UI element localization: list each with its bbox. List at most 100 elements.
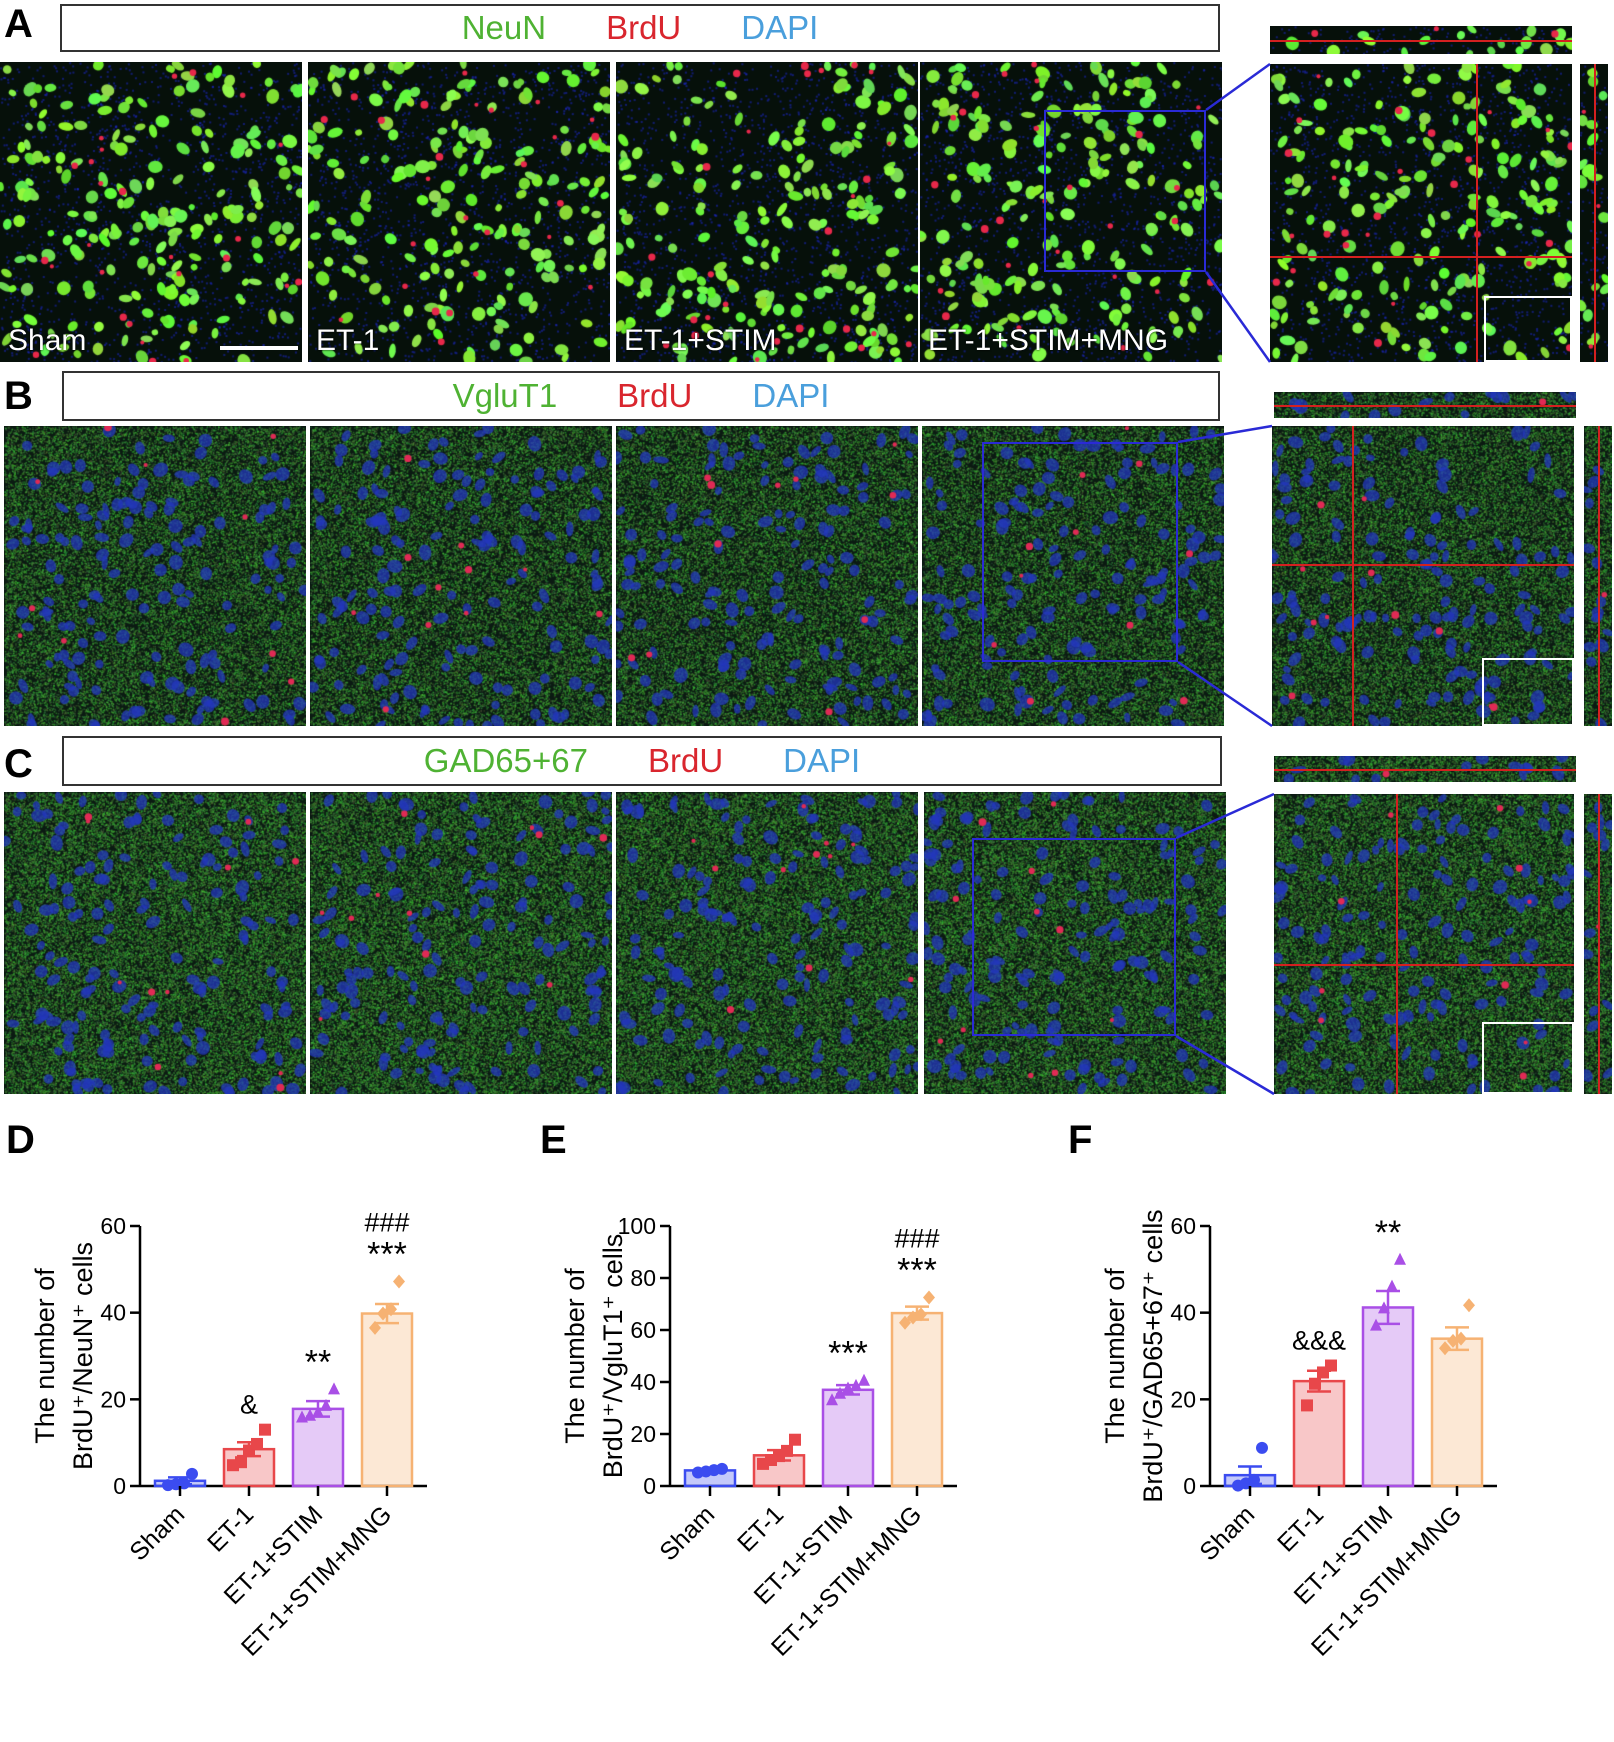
significance-label: *** xyxy=(367,1235,407,1273)
micrograph-texture xyxy=(4,792,306,1094)
x-tick-label: Sham xyxy=(1194,1500,1260,1566)
micrograph-texture xyxy=(4,426,306,726)
crosshair-vertical xyxy=(1396,794,1398,1094)
y-axis-label: BrdU⁺/GAD65+67⁺ cells xyxy=(1138,1209,1168,1502)
significance-label: ** xyxy=(305,1343,331,1381)
condition-label-et1: ET-1 xyxy=(316,324,380,357)
data-point xyxy=(312,1405,324,1418)
connector-a-top xyxy=(1205,62,1271,112)
bar-chart-d: The number of BrdU⁺/NeuN⁺ cells 0 20 40 60 Sha… xyxy=(30,1207,427,1662)
orthogonal-crosshair xyxy=(1274,405,1576,407)
micrograph-c-et1 xyxy=(310,792,612,1094)
data-point xyxy=(304,1408,316,1421)
significance-label: *** xyxy=(828,1335,868,1373)
legend-marker-c: GAD65+67 xyxy=(423,742,588,779)
micrograph-texture xyxy=(1272,426,1574,726)
micrograph-a-et1: ET-1 xyxy=(308,62,610,362)
y-tick-label: 0 xyxy=(643,1473,656,1499)
y-tick-label: 40 xyxy=(1170,1300,1196,1326)
significance-label: ** xyxy=(1375,1214,1401,1252)
panel-label-e: E xyxy=(540,1118,567,1162)
data-point xyxy=(251,1437,263,1450)
micrograph-texture xyxy=(616,792,918,1094)
data-point xyxy=(186,1467,198,1480)
x-tick-label: Sham xyxy=(654,1500,720,1566)
y-axis-label: The number of xyxy=(560,1268,590,1444)
orthogonal-crosshair xyxy=(1274,769,1576,771)
data-point xyxy=(1386,1279,1398,1292)
micrograph-b-et1 xyxy=(310,426,612,726)
y-axis-label: The number of xyxy=(30,1268,60,1444)
data-point xyxy=(369,1320,381,1335)
orthogonal-crosshair xyxy=(1598,426,1600,726)
y-tick-label: 60 xyxy=(100,1213,126,1239)
data-point xyxy=(1370,1318,1382,1331)
y-tick-label: 20 xyxy=(100,1386,126,1412)
crosshair-horizontal xyxy=(1272,564,1574,566)
legend-dapi-c: DAPI xyxy=(783,742,861,779)
orthogonal-view-a xyxy=(1270,64,1572,362)
y-tick-label: 100 xyxy=(618,1213,656,1239)
zoom-inset xyxy=(1482,658,1574,726)
orthogonal-view-b xyxy=(1272,426,1574,726)
micrograph-texture xyxy=(616,426,918,726)
bar xyxy=(360,1312,414,1488)
data-point xyxy=(826,1393,838,1406)
data-point xyxy=(716,1462,728,1475)
panel-label-f: F xyxy=(1068,1118,1093,1162)
data-point xyxy=(1447,1333,1459,1348)
legend-marker-a: NeuN xyxy=(461,9,547,46)
panel-label-a: A xyxy=(4,2,33,46)
connector-b-top xyxy=(1177,424,1273,444)
crosshair-vertical xyxy=(1476,64,1478,362)
data-point xyxy=(1248,1473,1260,1486)
data-point xyxy=(385,1302,397,1317)
legend-row-b: VgluT1 BrdU DAPI xyxy=(62,371,1220,421)
y-tick-label: 60 xyxy=(630,1317,656,1343)
micrograph-texture xyxy=(0,62,302,362)
data-point xyxy=(259,1423,271,1436)
orthogonal-crosshair xyxy=(1594,64,1596,362)
orthogonal-strip-side-c xyxy=(1584,794,1612,1094)
micrograph-texture xyxy=(616,62,918,362)
micrograph-c-sham xyxy=(4,792,306,1094)
orthogonal-strip-top-c xyxy=(1274,756,1576,782)
connector-a-bottom xyxy=(1204,271,1272,363)
micrograph-b-mng xyxy=(922,426,1224,726)
x-tick-label: ET-1 xyxy=(202,1500,259,1557)
zoom-inset xyxy=(1484,296,1572,362)
crosshair-horizontal xyxy=(1270,256,1572,258)
data-point xyxy=(923,1290,935,1305)
legend-marker-b: VgluT1 xyxy=(452,377,558,414)
y-tick-label: 40 xyxy=(630,1369,656,1395)
data-point xyxy=(1463,1298,1475,1313)
data-point xyxy=(1378,1301,1390,1314)
significance-label: &&& xyxy=(1292,1326,1346,1356)
y-axis-label: BrdU⁺/NeuN⁺ cells xyxy=(68,1242,98,1470)
data-point xyxy=(789,1433,801,1446)
data-point xyxy=(1439,1341,1451,1356)
data-point xyxy=(235,1456,247,1469)
y-tick-label: 0 xyxy=(113,1473,126,1499)
data-point xyxy=(781,1444,793,1457)
data-point xyxy=(1301,1399,1313,1412)
orthogonal-strip-side-a xyxy=(1580,64,1608,362)
y-tick-label: 20 xyxy=(630,1421,656,1447)
y-tick-label: 80 xyxy=(630,1265,656,1291)
significance-label: ### xyxy=(364,1207,409,1237)
data-point xyxy=(899,1315,911,1330)
orthogonal-strip-top-b xyxy=(1274,392,1576,418)
orthogonal-crosshair xyxy=(1598,794,1600,1094)
orthogonal-strip-top-a xyxy=(1270,26,1572,54)
y-axis-label: BrdU⁺/VgluT1⁺ cells xyxy=(598,1234,628,1479)
condition-label-mng: ET-1+STIM+MNG xyxy=(928,324,1169,357)
y-tick-label: 0 xyxy=(1183,1473,1196,1499)
micrograph-c-mng xyxy=(924,792,1226,1094)
micrograph-texture xyxy=(922,426,1224,726)
zoom-connector-lines xyxy=(1175,62,1275,1096)
legend-brdu-a: BrdU xyxy=(606,9,682,46)
orthogonal-crosshair xyxy=(1270,40,1572,42)
panel-label-c: C xyxy=(4,742,33,786)
bar xyxy=(1430,1337,1484,1488)
data-point xyxy=(1455,1331,1467,1346)
